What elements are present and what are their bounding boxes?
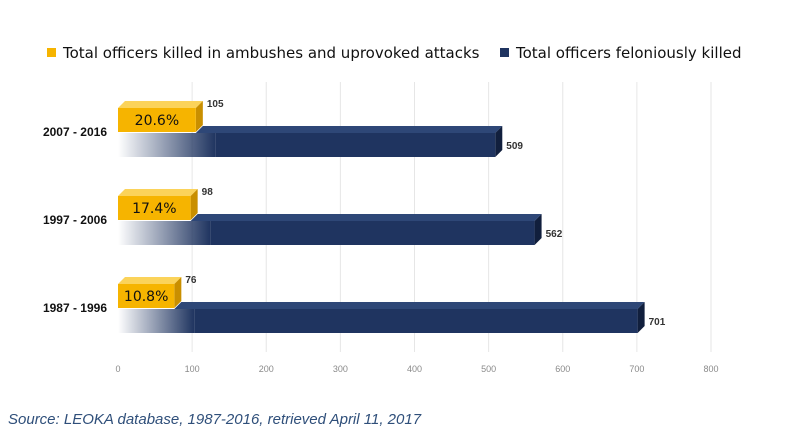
bar-ambush-top bbox=[118, 277, 182, 284]
x-tick-label: 0 bbox=[115, 364, 120, 374]
x-tick-label: 100 bbox=[185, 364, 200, 374]
category-label: 2007 - 2016 bbox=[43, 125, 107, 139]
legend-label-ambush: Total officers killed in ambushes and up… bbox=[62, 44, 480, 62]
category-label: 1997 - 2006 bbox=[43, 213, 107, 227]
bar-ambush bbox=[118, 284, 175, 308]
bar-ambush-side bbox=[190, 189, 198, 220]
source-note: Source: LEOKA database, 1987-2016, retri… bbox=[8, 411, 422, 428]
bar-felonious-fade bbox=[118, 133, 216, 157]
x-tick-label: 200 bbox=[259, 364, 274, 374]
bar-ambush-side bbox=[174, 277, 182, 308]
bars bbox=[118, 101, 645, 333]
data-label-ambush: 76 bbox=[185, 275, 197, 286]
percent-label: 20.6% bbox=[135, 113, 179, 129]
percent-label: 17.4% bbox=[132, 201, 176, 217]
data-label-felonious: 701 bbox=[649, 317, 666, 328]
bar-ambush-top bbox=[118, 101, 203, 108]
legend-swatch-felonious bbox=[500, 48, 509, 57]
data-label-ambush: 98 bbox=[202, 187, 214, 198]
bar-ambush-top bbox=[118, 189, 198, 196]
x-tick-label: 400 bbox=[407, 364, 422, 374]
bar-felonious-fade bbox=[118, 221, 211, 245]
bar-felonious-side bbox=[495, 126, 503, 157]
x-tick-label: 300 bbox=[333, 364, 348, 374]
legend-label-felonious: Total officers feloniously killed bbox=[515, 44, 741, 62]
data-label-felonious: 509 bbox=[506, 141, 523, 152]
x-tick-label: 500 bbox=[481, 364, 496, 374]
category-label: 1987 - 1996 bbox=[43, 301, 107, 315]
bar-ambush bbox=[118, 108, 196, 132]
bar-felonious bbox=[210, 221, 535, 245]
legend-swatch-ambush bbox=[47, 48, 56, 57]
x-tick-label: 600 bbox=[555, 364, 570, 374]
bar-felonious-side bbox=[534, 214, 542, 245]
x-tick-label: 700 bbox=[629, 364, 644, 374]
percent-label: 10.8% bbox=[124, 289, 168, 305]
legend: Total officers killed in ambushes and up… bbox=[47, 44, 741, 62]
bar-felonious-top bbox=[190, 214, 542, 221]
data-label-felonious: 562 bbox=[546, 229, 563, 240]
bar-felonious-fade bbox=[118, 309, 195, 333]
labels: 0 100 200 300 400 500 600 700 800 2007 - 2016 20.6… bbox=[43, 99, 719, 374]
bar-felonious-top bbox=[195, 126, 503, 133]
bar-felonious bbox=[215, 133, 496, 157]
bar-felonious-top bbox=[174, 302, 645, 309]
x-tick-label: 800 bbox=[703, 364, 718, 374]
data-label-ambush: 105 bbox=[207, 99, 224, 110]
bar-felonious-side bbox=[637, 302, 645, 333]
bar-ambush-side bbox=[195, 101, 203, 132]
bar-felonious bbox=[194, 309, 638, 333]
bar-ambush bbox=[118, 196, 191, 220]
